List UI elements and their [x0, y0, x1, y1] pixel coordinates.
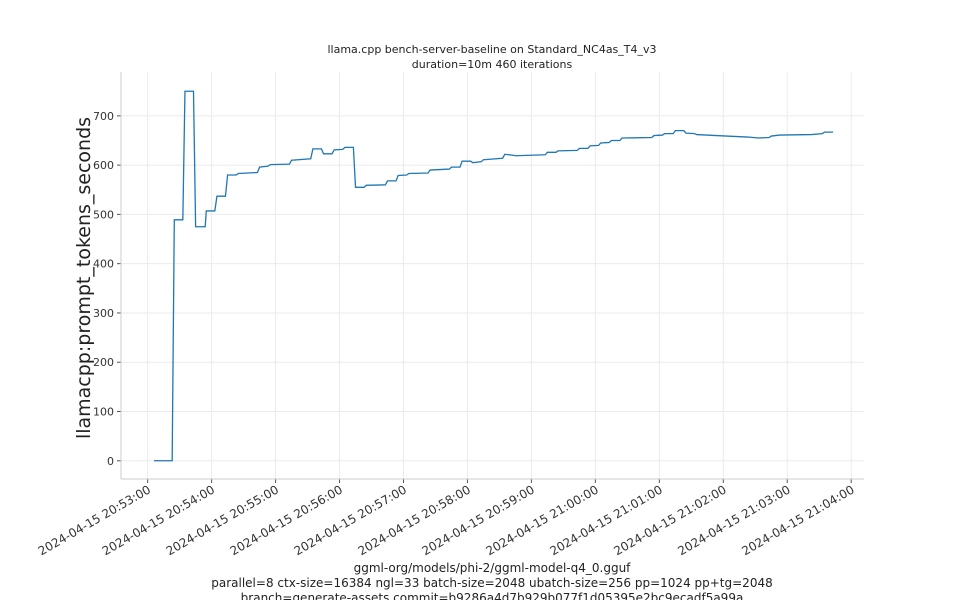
- y-tick-label: 200: [93, 356, 114, 369]
- x-tick-label: 2024-04-15 20:53:00: [36, 482, 153, 558]
- y-tick-label: 0: [107, 455, 114, 468]
- y-tick-label: 100: [93, 405, 114, 418]
- y-tick-label: 600: [93, 159, 114, 172]
- y-axis-label: llamacpp:prompt_tokens_seconds: [73, 117, 95, 439]
- x-tick-label: 2024-04-15 21:02:00: [611, 482, 728, 558]
- x-axis-label: branch=generate-assets commit=b9286a4d7b…: [241, 591, 744, 600]
- chart-subtitle: duration=10m 460 iterations: [412, 58, 573, 71]
- data-line: [154, 90, 834, 462]
- y-tick-label: 700: [93, 110, 114, 123]
- y-tick-label: 400: [93, 258, 114, 271]
- x-tick-label: 2024-04-15 21:01:00: [547, 482, 664, 558]
- y-tick-label: 500: [93, 208, 114, 221]
- x-tick-label: 2024-04-15 20:58:00: [356, 482, 473, 558]
- y-tick-label: 300: [93, 307, 114, 320]
- x-tick-label: 2024-04-15 21:03:00: [675, 482, 792, 558]
- x-tick-label: 2024-04-15 20:56:00: [228, 482, 345, 558]
- x-tick-label: 2024-04-15 20:55:00: [164, 482, 281, 558]
- x-tick-label: 2024-04-15 20:59:00: [420, 482, 537, 558]
- x-tick-label: 2024-04-15 20:57:00: [292, 482, 409, 558]
- x-tick-label: 2024-04-15 20:54:00: [100, 482, 217, 558]
- x-axis-label: parallel=8 ctx-size=16384 ngl=33 batch-s…: [211, 576, 772, 590]
- chart-title: llama.cpp bench-server-baseline on Stand…: [327, 43, 656, 56]
- x-tick-label: 2024-04-15 21:04:00: [739, 482, 856, 558]
- x-axis-label: ggml-org/models/phi-2/ggml-model-q4_0.gg…: [354, 561, 632, 575]
- x-tick-label: 2024-04-15 21:00:00: [483, 482, 600, 558]
